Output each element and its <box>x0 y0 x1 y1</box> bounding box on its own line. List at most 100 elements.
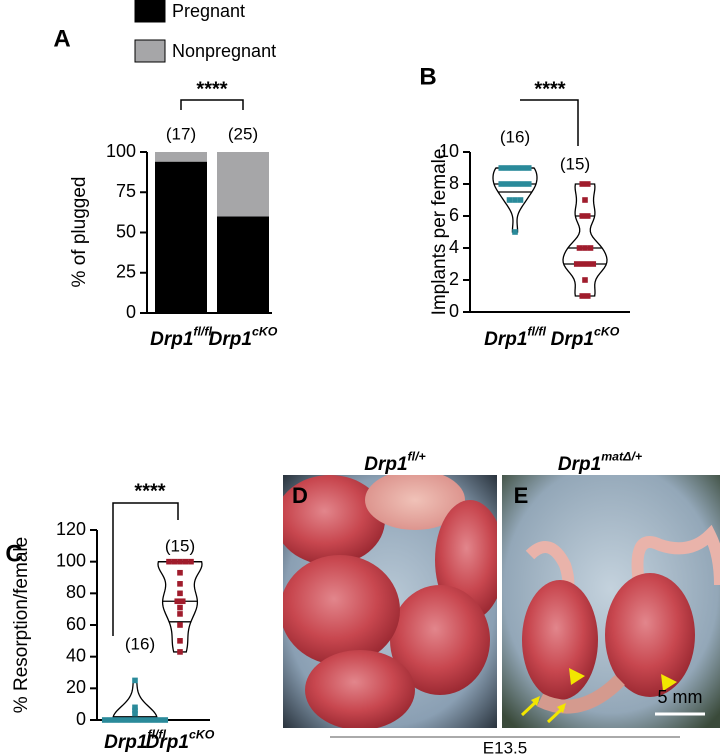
data-point <box>579 261 586 267</box>
legend-swatch <box>134 0 166 23</box>
significance-bracket <box>520 99 579 146</box>
category-label-base: Drp1 <box>150 329 193 350</box>
data-point <box>509 165 516 171</box>
y-tick-label: 4 <box>449 237 459 257</box>
data-point <box>582 197 588 203</box>
category-label-base: Drp1 <box>146 732 189 753</box>
data-point <box>166 558 172 565</box>
y-tick-label: 0 <box>76 709 86 729</box>
data-point <box>579 293 586 299</box>
data-point <box>177 569 183 576</box>
significance: **** <box>534 78 565 100</box>
data-point <box>506 197 513 203</box>
data-point <box>177 649 183 655</box>
data-point <box>579 181 586 187</box>
data-point <box>118 717 125 723</box>
significance-bracket <box>180 99 244 110</box>
data-point <box>525 165 532 171</box>
group-size: (16) <box>125 634 155 653</box>
data-point <box>174 598 181 605</box>
y-tick-label: 25 <box>116 262 136 282</box>
category-label: Drp1cKO <box>551 325 620 350</box>
genotype-label: Drp1fl/+ <box>364 450 425 475</box>
data-point <box>132 710 138 717</box>
category-label-base: Drp1 <box>104 732 147 753</box>
data-point <box>520 165 527 171</box>
significance: **** <box>196 78 227 100</box>
genotype-label-base: Drp1 <box>558 454 601 475</box>
y-tick-label: 0 <box>126 302 136 322</box>
y-tick-label: 60 <box>66 614 86 634</box>
data-point <box>177 590 183 597</box>
group-size: (16) <box>500 127 530 146</box>
data-point <box>177 638 183 644</box>
data-point <box>503 165 510 171</box>
data-point <box>512 197 518 203</box>
data-point <box>129 717 136 723</box>
genotype-label-sup: fl/+ <box>408 450 426 464</box>
group-size: (25) <box>228 124 258 143</box>
category-label-sup: cKO <box>252 325 278 339</box>
data-point <box>498 165 505 171</box>
y-tick-label: 6 <box>449 205 459 225</box>
data-point <box>509 181 516 187</box>
bar-segment <box>155 152 207 162</box>
category-label-sup: fl/fl <box>193 325 212 339</box>
data-point <box>179 598 186 605</box>
data-point <box>123 717 130 723</box>
data-point <box>573 261 580 267</box>
data-point <box>112 717 119 723</box>
legend-label: Pregnant <box>172 1 245 21</box>
y-tick-label: 100 <box>106 141 136 161</box>
y-tick-label: 20 <box>66 677 86 697</box>
group-size: (17) <box>166 124 196 143</box>
data-point <box>576 245 583 251</box>
y-axis-label: % of plugged <box>69 177 90 288</box>
y-axis-label: % Resorption/female <box>11 537 32 713</box>
data-point <box>132 704 138 711</box>
data-point <box>512 229 518 235</box>
genotype-label-sup: matΔ/+ <box>601 450 642 464</box>
panel-letter: A <box>53 25 70 52</box>
panel-letter: B <box>419 63 436 90</box>
data-point <box>520 181 527 187</box>
data-point <box>177 611 183 617</box>
data-point <box>517 197 524 203</box>
category-label-sup: fl/fl <box>147 728 166 742</box>
significance: **** <box>134 480 165 502</box>
photo-letter: E <box>514 483 529 508</box>
data-point <box>177 558 183 565</box>
y-tick-label: 10 <box>439 141 459 161</box>
category-label-sup: fl/fl <box>527 325 546 339</box>
data-point <box>145 717 152 723</box>
y-tick-label: 2 <box>449 269 459 289</box>
data-point <box>587 245 594 251</box>
group-size: (15) <box>165 536 195 555</box>
legend-label: Nonpregnant <box>172 41 276 61</box>
category-label-sup: cKO <box>189 728 215 742</box>
bar-segment <box>217 216 269 313</box>
data-point <box>584 213 591 219</box>
genotype-label-base: Drp1 <box>364 454 407 475</box>
significance-bracket <box>112 502 179 636</box>
y-tick-label: 120 <box>56 519 86 539</box>
y-tick-label: 75 <box>116 181 136 201</box>
category-label: Drp1fl/fl <box>150 325 212 350</box>
panel-letter: C <box>5 540 22 567</box>
y-tick-label: 50 <box>116 221 136 241</box>
stage-label: E13.5 <box>483 738 527 754</box>
category-label-base: Drp1 <box>551 329 594 350</box>
data-point <box>584 293 591 299</box>
data-point <box>151 717 158 723</box>
data-point <box>582 277 588 283</box>
photo-d <box>283 475 497 728</box>
data-point <box>590 261 597 267</box>
data-point <box>101 717 108 723</box>
category-label-sup: cKO <box>594 325 620 339</box>
y-tick-label: 0 <box>449 301 459 321</box>
genotype-label: Drp1matΔ/+ <box>558 450 642 475</box>
legend-swatch <box>134 39 166 63</box>
data-point <box>514 165 521 171</box>
data-point <box>132 707 138 714</box>
category-label-base: Drp1 <box>209 329 252 350</box>
